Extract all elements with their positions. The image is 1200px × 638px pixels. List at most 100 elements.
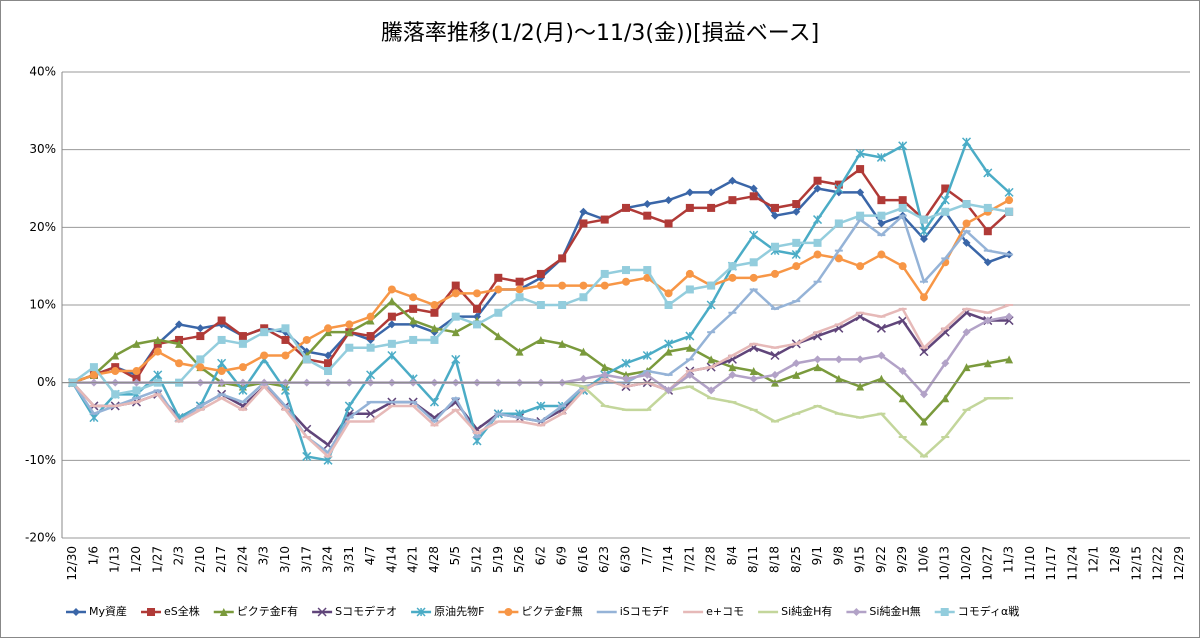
marker bbox=[1005, 196, 1014, 205]
marker bbox=[749, 230, 759, 240]
marker bbox=[217, 367, 226, 376]
marker bbox=[792, 370, 801, 379]
marker bbox=[622, 374, 630, 383]
marker bbox=[898, 196, 907, 205]
series bbox=[68, 303, 1014, 459]
marker bbox=[111, 390, 120, 399]
y-tick-label: 30% bbox=[29, 142, 56, 156]
x-tick-label: 1/20 bbox=[129, 546, 143, 573]
marker bbox=[876, 323, 886, 333]
marker bbox=[876, 152, 886, 162]
x-tick-label: 9/22 bbox=[874, 546, 888, 573]
marker bbox=[345, 328, 354, 337]
marker bbox=[175, 320, 184, 329]
x-tick-label: 3/17 bbox=[299, 546, 313, 573]
marker bbox=[366, 370, 376, 380]
x-tick-label: 5/19 bbox=[491, 546, 505, 573]
marker bbox=[685, 343, 694, 352]
marker bbox=[919, 390, 928, 399]
marker bbox=[111, 351, 120, 360]
y-tick-label: 10% bbox=[29, 298, 56, 312]
marker bbox=[940, 195, 950, 205]
x-tick-label: 3/3 bbox=[257, 546, 271, 565]
marker bbox=[217, 358, 227, 368]
marker bbox=[962, 328, 971, 337]
marker bbox=[770, 370, 779, 379]
x-tick-label: 12/30 bbox=[65, 546, 79, 581]
marker bbox=[749, 374, 758, 383]
marker bbox=[941, 359, 950, 368]
marker bbox=[579, 347, 588, 356]
x-tick-label: 3/31 bbox=[342, 546, 356, 573]
marker bbox=[728, 370, 737, 379]
legend-label: My資産 bbox=[89, 605, 127, 618]
marker bbox=[856, 355, 865, 364]
marker bbox=[792, 200, 801, 209]
marker bbox=[515, 347, 524, 356]
marker bbox=[983, 168, 993, 178]
x-tick-label: 7/21 bbox=[682, 546, 696, 573]
x-tick-label: 5/12 bbox=[470, 546, 484, 573]
x-tick-label: 12/8 bbox=[1108, 546, 1122, 573]
marker bbox=[451, 281, 460, 290]
x-tick-label: 12/1 bbox=[1087, 546, 1101, 573]
marker bbox=[451, 312, 460, 321]
marker bbox=[643, 211, 652, 220]
x-tick-label: 1/27 bbox=[150, 546, 164, 573]
marker bbox=[877, 374, 886, 383]
legend-label: eS全株 bbox=[164, 604, 200, 618]
marker bbox=[792, 262, 801, 271]
chart-title: 騰落率推移(1/2(月)～11/3(金))[損益ベース] bbox=[381, 21, 819, 46]
marker bbox=[409, 304, 418, 313]
marker bbox=[664, 289, 673, 298]
marker bbox=[260, 328, 269, 337]
marker bbox=[387, 285, 396, 294]
marker bbox=[345, 320, 354, 329]
marker bbox=[856, 165, 865, 174]
marker bbox=[728, 273, 737, 282]
marker bbox=[536, 269, 545, 278]
marker bbox=[898, 394, 907, 403]
marker bbox=[387, 320, 396, 329]
marker bbox=[685, 203, 694, 212]
marker bbox=[622, 266, 630, 275]
marker bbox=[366, 343, 375, 352]
marker bbox=[856, 211, 865, 220]
marker bbox=[600, 370, 609, 379]
marker bbox=[558, 301, 567, 309]
marker bbox=[749, 367, 758, 376]
marker bbox=[366, 332, 375, 341]
marker bbox=[962, 238, 971, 247]
marker bbox=[813, 238, 822, 247]
marker bbox=[707, 281, 716, 290]
marker bbox=[685, 370, 694, 379]
series bbox=[68, 196, 1014, 387]
y-tick-label: 40% bbox=[29, 65, 56, 79]
marker bbox=[1005, 355, 1014, 364]
marker bbox=[706, 300, 716, 310]
legend-label: コモディα戦 bbox=[958, 604, 1019, 618]
marker bbox=[302, 451, 312, 461]
legend-marker bbox=[317, 607, 327, 617]
marker bbox=[473, 320, 482, 329]
marker bbox=[919, 417, 928, 426]
marker bbox=[728, 196, 737, 205]
legend-marker bbox=[940, 608, 949, 616]
marker bbox=[175, 359, 184, 368]
marker bbox=[770, 203, 779, 212]
marker bbox=[877, 351, 886, 360]
series bbox=[68, 213, 1014, 455]
marker bbox=[132, 386, 141, 395]
marker bbox=[962, 363, 971, 372]
marker bbox=[579, 281, 588, 290]
marker bbox=[387, 350, 397, 361]
marker bbox=[941, 394, 950, 403]
x-tick-label: 11/3 bbox=[1002, 546, 1016, 573]
x-tick-label: 11/10 bbox=[1023, 546, 1037, 581]
marker bbox=[898, 367, 907, 376]
x-tick-label: 12/22 bbox=[1151, 546, 1165, 581]
marker bbox=[770, 269, 779, 278]
marker bbox=[643, 200, 652, 209]
